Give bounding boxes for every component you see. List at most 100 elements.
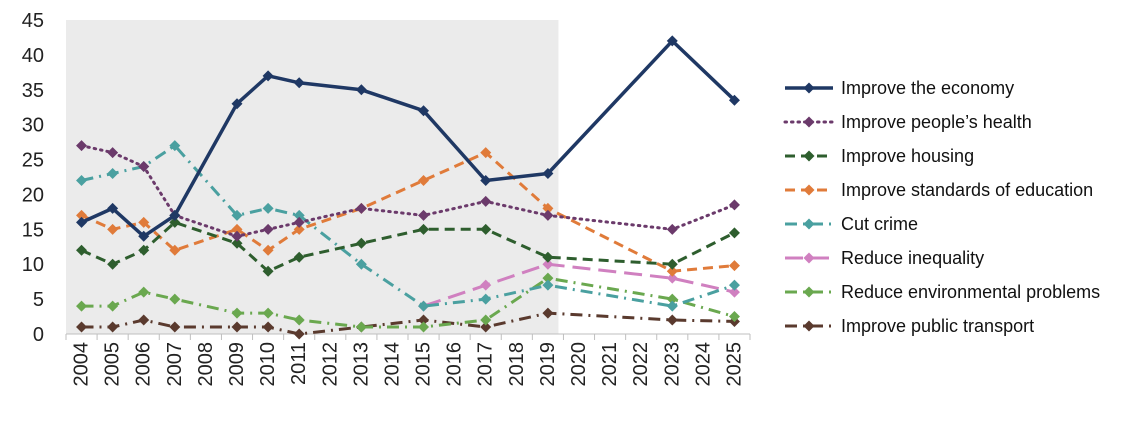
data-point [293, 216, 305, 228]
data-point [666, 223, 678, 235]
legend-label: Improve housing [841, 146, 974, 166]
data-point [542, 307, 554, 319]
data-point [293, 223, 305, 235]
data-point [76, 216, 88, 228]
data-point [169, 244, 181, 256]
x-tick-label: 2006 [133, 342, 155, 387]
data-point [107, 258, 119, 270]
data-point [418, 105, 430, 117]
x-tick-label: 2013 [350, 342, 372, 387]
y-tick-label: 45 [22, 10, 44, 32]
data-point [169, 293, 181, 305]
x-tick-label: 2008 [195, 342, 217, 387]
data-point [480, 321, 492, 333]
data-point [666, 272, 678, 284]
data-point [169, 216, 181, 228]
data-point [480, 147, 492, 159]
x-tick-label: 2015 [413, 342, 435, 387]
data-point [262, 244, 274, 256]
data-point [480, 293, 492, 305]
legend-marker [803, 150, 815, 162]
data-point [107, 202, 119, 214]
legend: Improve the economy Improve people’s heal… [783, 78, 1100, 336]
x-tick-label: 2024 [692, 342, 714, 387]
data-point [138, 161, 150, 173]
x-tick-label: 2025 [723, 342, 745, 387]
data-point [355, 84, 367, 96]
data-point [480, 174, 492, 186]
data-point [262, 223, 274, 235]
data-point [107, 223, 119, 235]
data-point [480, 195, 492, 207]
legend-item: Improve public transport [785, 316, 1034, 336]
data-point [666, 258, 678, 270]
data-point [107, 300, 119, 312]
data-point [138, 314, 150, 326]
data-point [355, 237, 367, 249]
data-point [542, 251, 554, 263]
data-point [418, 300, 430, 312]
series-improve-housing [76, 216, 740, 277]
data-point [666, 293, 678, 305]
data-point [728, 260, 740, 272]
data-point [728, 286, 740, 298]
data-point [231, 209, 243, 221]
data-point [262, 202, 274, 214]
data-point [262, 265, 274, 277]
legend-marker [803, 184, 815, 196]
data-point [542, 258, 554, 270]
data-point [262, 321, 274, 333]
data-point [76, 300, 88, 312]
legend-marker [803, 218, 815, 230]
legend-marker [803, 286, 815, 298]
data-point [418, 314, 430, 326]
x-tick-label: 2023 [661, 342, 683, 387]
x-tick-label: 2019 [537, 342, 559, 387]
data-point [107, 321, 119, 333]
legend-label: Improve people’s health [841, 112, 1032, 132]
legend-label: Improve public transport [841, 316, 1034, 336]
data-point [262, 70, 274, 82]
y-tick-label: 5 [33, 289, 44, 311]
data-point [76, 140, 88, 152]
data-point [728, 227, 740, 239]
data-point [138, 230, 150, 242]
x-tick-label: 2005 [102, 342, 124, 387]
legend-item: Improve standards of education [785, 180, 1093, 200]
data-point [355, 202, 367, 214]
data-point [138, 286, 150, 298]
series-lines [76, 35, 740, 340]
data-point [418, 209, 430, 221]
x-tick-label: 2014 [381, 342, 403, 387]
series-improve-public-transport [76, 307, 740, 340]
y-tick-label: 15 [22, 219, 44, 241]
x-tick-label: 2011 [288, 342, 310, 385]
x-tick-label: 2018 [506, 342, 528, 387]
x-tick-label: 2017 [475, 342, 497, 387]
data-point [138, 244, 150, 256]
legend-item: Reduce environmental problems [785, 282, 1100, 302]
data-point [728, 311, 740, 323]
y-tick-label: 20 [22, 184, 44, 206]
data-point [418, 321, 430, 333]
legend-item: Improve people’s health [783, 112, 1032, 132]
y-tick-label: 30 [22, 115, 44, 137]
data-point [480, 223, 492, 235]
data-point [76, 209, 88, 221]
y-tick-label: 25 [22, 150, 44, 172]
data-point [169, 209, 181, 221]
data-point [138, 216, 150, 228]
data-point [76, 321, 88, 333]
legend-label: Reduce environmental problems [841, 282, 1100, 302]
series-reduce-environmental-problems [76, 272, 740, 333]
legend-marker [803, 320, 815, 332]
series-improve-standards-of-education [76, 147, 740, 277]
data-point [293, 314, 305, 326]
legend-label: Improve standards of education [841, 180, 1093, 200]
data-point [666, 265, 678, 277]
legend-label: Cut crime [841, 214, 918, 234]
data-point [418, 223, 430, 235]
legend-marker [803, 252, 815, 264]
